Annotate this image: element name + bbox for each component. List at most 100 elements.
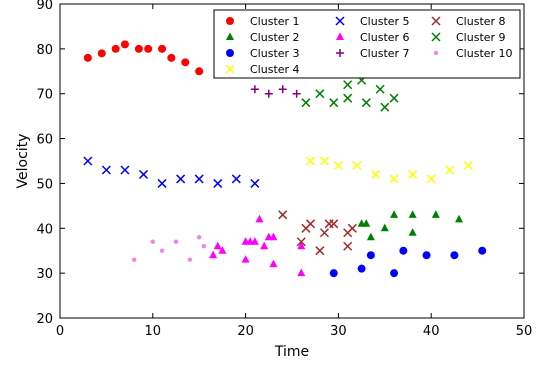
series-cluster-3 <box>329 246 487 278</box>
series-cluster-8 <box>278 210 357 256</box>
legend: Cluster 1 Cluster 2 Cluster 3 Cluster 4 Clus… <box>213 9 521 79</box>
series-cluster-5 <box>83 156 260 188</box>
data-point <box>431 210 440 218</box>
series-cluster-1 <box>83 40 204 76</box>
data-point <box>408 228 417 236</box>
data-point <box>157 178 167 188</box>
y-tick-label: 80 <box>36 43 53 58</box>
series-cluster-10 <box>132 235 207 262</box>
legend-label: Cluster 2 <box>250 31 300 44</box>
y-tick-label: 30 <box>36 267 53 282</box>
data-point <box>390 210 399 218</box>
data-point <box>278 210 288 220</box>
data-point <box>329 269 338 278</box>
y-tick-label: 90 <box>36 0 53 13</box>
series-cluster-6 <box>209 214 306 277</box>
legend-marker <box>225 64 235 74</box>
data-point <box>201 244 207 249</box>
data-point <box>343 80 353 90</box>
y-tick-label: 20 <box>36 312 53 327</box>
y-tick-label: 70 <box>36 88 53 103</box>
data-point <box>445 165 455 175</box>
legend-marker <box>336 49 344 57</box>
data-point <box>357 264 366 273</box>
y-tick-label: 60 <box>36 133 53 148</box>
data-point <box>375 84 385 94</box>
data-point <box>329 219 339 229</box>
data-point <box>389 93 399 103</box>
data-point <box>315 246 325 256</box>
data-point <box>181 58 190 67</box>
data-point <box>297 241 306 250</box>
data-point <box>176 174 186 184</box>
x-axis: 0 10 20 30 40 50 <box>56 4 532 339</box>
data-point <box>132 257 137 262</box>
data-point <box>213 241 222 250</box>
data-point <box>478 246 487 255</box>
data-point <box>231 174 241 184</box>
data-point <box>158 44 167 53</box>
data-point <box>422 251 431 260</box>
data-point <box>297 268 306 277</box>
legend-label: Cluster 6 <box>360 31 410 44</box>
data-point <box>255 214 264 223</box>
legend-label: Cluster 5 <box>360 15 410 28</box>
data-point <box>450 251 459 260</box>
data-point <box>269 232 278 241</box>
data-marks <box>83 40 487 278</box>
data-point <box>366 232 375 241</box>
data-point <box>264 89 273 98</box>
data-point <box>101 165 111 175</box>
data-point <box>380 102 390 112</box>
data-point <box>343 241 353 251</box>
data-point <box>352 160 362 171</box>
data-point <box>120 165 130 175</box>
data-point <box>426 174 436 184</box>
data-point <box>296 237 306 247</box>
data-point <box>315 89 325 99</box>
data-point <box>209 250 218 259</box>
x-axis-label: Time <box>274 344 309 360</box>
data-point <box>250 237 259 245</box>
legend-label: Cluster 7 <box>360 47 410 60</box>
data-point <box>218 246 227 254</box>
series-cluster-9 <box>301 75 399 112</box>
x-tick-label: 0 <box>56 324 64 339</box>
data-point <box>250 178 260 188</box>
legend-marker <box>431 32 441 42</box>
data-point <box>83 53 92 62</box>
data-point <box>366 251 375 260</box>
data-point <box>213 178 223 188</box>
series-cluster-7 <box>250 85 301 98</box>
legend-marker <box>335 16 345 26</box>
y-tick-label: 50 <box>36 177 53 192</box>
data-point <box>361 98 371 108</box>
data-point <box>463 160 473 171</box>
data-point <box>134 44 143 53</box>
data-point <box>408 210 417 218</box>
data-point <box>319 228 330 238</box>
data-point <box>97 49 106 58</box>
x-tick-label: 10 <box>145 324 162 339</box>
data-point <box>241 255 250 263</box>
data-point <box>260 241 269 250</box>
data-point <box>301 98 311 108</box>
legend-marker <box>336 32 344 40</box>
data-point <box>111 44 120 53</box>
data-point <box>306 219 316 229</box>
y-axis: 20 30 40 50 60 70 80 90 <box>36 0 524 327</box>
data-point <box>278 85 287 94</box>
legend-marker <box>226 49 234 57</box>
legend-label: Cluster 3 <box>250 47 300 60</box>
legend-label: Cluster 1 <box>250 15 300 28</box>
series-cluster-4 <box>306 156 473 184</box>
x-tick-label: 50 <box>516 324 533 339</box>
data-point <box>167 53 176 62</box>
x-tick-label: 40 <box>423 324 440 339</box>
legend-label: Cluster 9 <box>456 31 506 44</box>
legend-box <box>213 9 521 79</box>
data-point <box>173 239 179 244</box>
data-point <box>455 214 464 223</box>
data-point <box>329 98 339 108</box>
